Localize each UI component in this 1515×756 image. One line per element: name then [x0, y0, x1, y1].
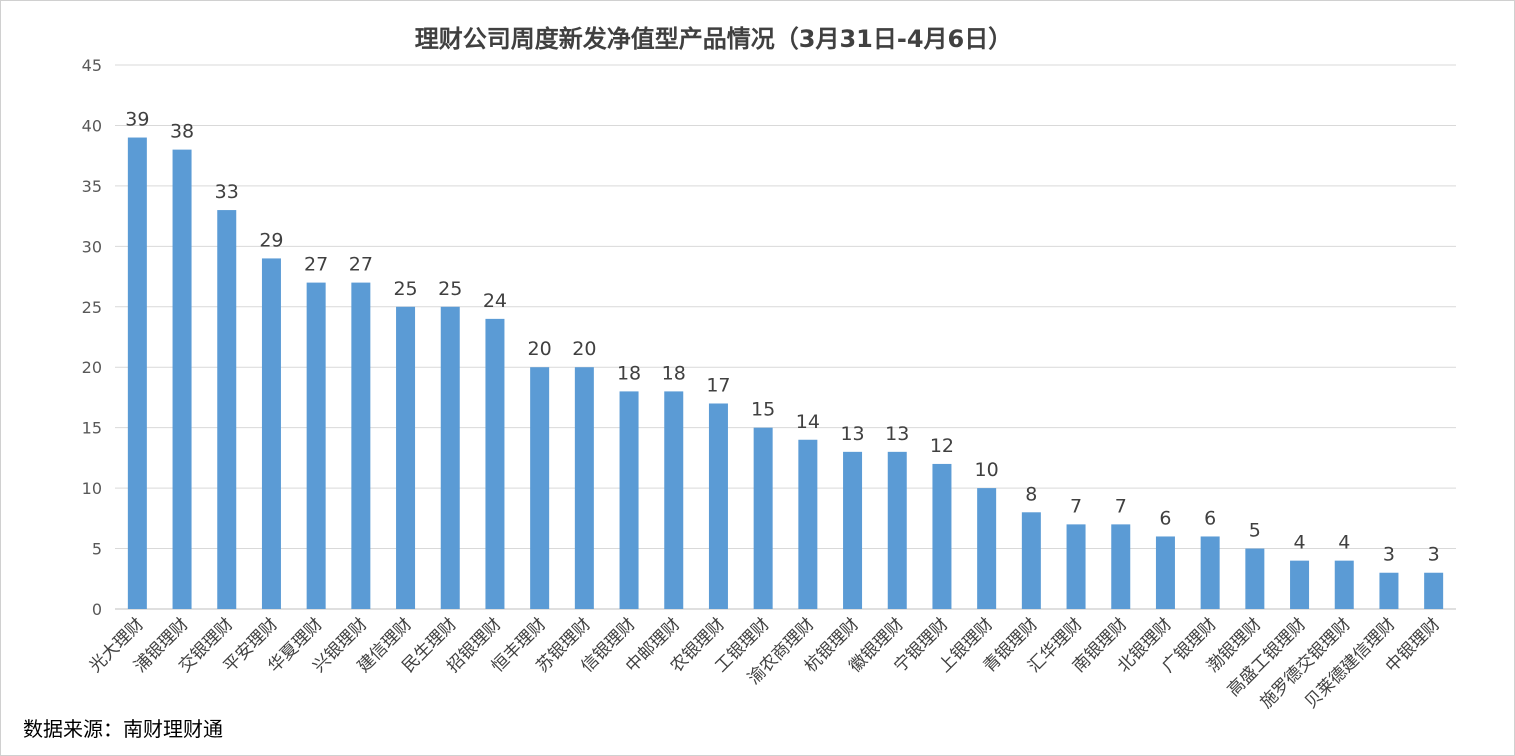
y-tick-label: 40: [82, 116, 102, 135]
data-label: 27: [304, 254, 328, 276]
data-label: 5: [1249, 520, 1261, 542]
bar: [619, 391, 639, 609]
y-tick-label: 5: [92, 540, 102, 559]
y-tick-label: 45: [82, 56, 102, 75]
bar: [1066, 524, 1086, 609]
bar: [1424, 572, 1444, 609]
y-tick-label: 0: [92, 600, 102, 619]
bar: [1021, 512, 1041, 609]
y-tick-label: 25: [82, 298, 102, 317]
bar: [1111, 524, 1131, 609]
data-label: 38: [170, 121, 194, 143]
data-label: 13: [885, 423, 909, 445]
bar: [1290, 560, 1310, 609]
data-label: 12: [930, 435, 954, 457]
data-label: 3: [1383, 544, 1395, 566]
data-label: 3: [1428, 544, 1440, 566]
data-label: 25: [438, 278, 462, 300]
data-label: 8: [1025, 483, 1037, 505]
bar: [485, 318, 505, 609]
data-label: 25: [393, 278, 417, 300]
bar: [887, 451, 907, 609]
bar: [932, 463, 952, 609]
bar: [1334, 560, 1354, 609]
bar: [396, 306, 416, 609]
data-label: 27: [349, 254, 373, 276]
y-tick-label: 10: [82, 479, 102, 498]
bar: [351, 282, 371, 609]
bar: [261, 258, 281, 609]
bars: [127, 137, 1444, 610]
data-label: 6: [1159, 507, 1171, 529]
data-label: 29: [259, 229, 283, 251]
bar: [574, 367, 594, 609]
chart-title: 理财公司周度新发净值型产品情况（3月31日-4月6日）: [414, 25, 1013, 53]
data-label: 7: [1070, 495, 1082, 517]
data-source-note: 数据来源：南财理财通: [23, 717, 223, 741]
bar: [708, 403, 728, 609]
gridlines: [115, 64, 1456, 550]
bar: [798, 439, 818, 609]
data-label: 39: [125, 109, 149, 131]
bar: [843, 451, 863, 609]
bar: [1245, 548, 1265, 609]
data-label: 17: [706, 374, 730, 396]
bar: [1379, 572, 1399, 609]
data-label: 4: [1338, 532, 1350, 554]
bar: [1155, 536, 1175, 609]
bar: [530, 367, 550, 609]
data-label: 6: [1204, 507, 1216, 529]
data-label: 18: [662, 362, 686, 384]
bar: [977, 488, 997, 609]
bar: [172, 149, 192, 609]
data-label: 15: [751, 399, 775, 421]
data-label: 24: [483, 290, 507, 312]
data-label: 18: [617, 362, 641, 384]
data-label: 7: [1115, 495, 1127, 517]
data-label: 20: [572, 338, 596, 360]
bar: [664, 391, 684, 609]
bar: [306, 282, 326, 609]
y-tick-label: 35: [82, 177, 102, 196]
bar: [753, 427, 773, 609]
y-tick-label: 15: [82, 419, 102, 438]
bar: [217, 210, 237, 610]
x-axis: 光大理财浦银理财交银理财平安理财华夏理财兴银理财建信理财民生理财招银理财恒丰理财…: [86, 614, 1445, 712]
data-label: 13: [840, 423, 864, 445]
y-tick-label: 30: [82, 237, 102, 256]
bar: [127, 137, 147, 610]
bar: [1200, 536, 1220, 609]
bar: [440, 306, 460, 609]
data-label: 4: [1294, 532, 1306, 554]
y-tick-label: 20: [82, 358, 102, 377]
data-label: 14: [796, 411, 820, 433]
data-label: 10: [975, 459, 999, 481]
data-label: 33: [215, 181, 239, 203]
data-label: 20: [528, 338, 552, 360]
